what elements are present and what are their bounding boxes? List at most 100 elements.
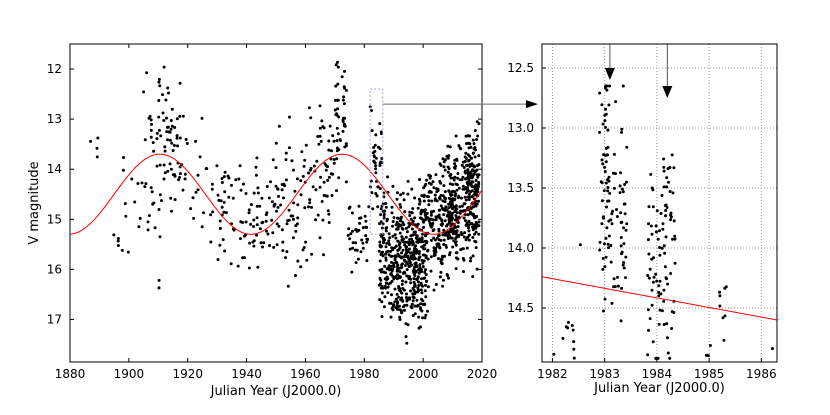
right-data-point: [606, 242, 610, 246]
left-data-point: [448, 219, 452, 223]
left-data-point: [421, 232, 424, 236]
left-data-point: [433, 253, 437, 257]
left-data-point: [388, 236, 392, 240]
left-data-point: [264, 213, 268, 217]
left-data-point: [421, 265, 425, 269]
left-data-point: [347, 227, 351, 231]
right-y-tick-label: 14.5: [507, 301, 534, 315]
left-data-point: [293, 189, 297, 193]
right-data-point: [651, 340, 655, 344]
left-data-point: [249, 203, 253, 207]
left-data-points: [89, 60, 481, 345]
right-data-point: [625, 222, 629, 226]
left-data-point: [303, 158, 307, 162]
left-data-point: [434, 249, 438, 253]
left-data-point: [442, 243, 446, 246]
left-data-point: [442, 184, 446, 188]
left-data-point: [256, 265, 260, 269]
left-data-point: [335, 189, 338, 193]
right-data-point: [619, 211, 623, 215]
left-data-point: [244, 192, 248, 195]
left-data-point: [451, 183, 455, 186]
left-data-point: [409, 217, 413, 221]
left-data-point: [446, 144, 450, 148]
left-data-point: [456, 172, 460, 175]
left-data-point: [265, 229, 268, 233]
left-data-point: [429, 213, 433, 217]
left-data-point: [136, 182, 140, 185]
right-data-points: [552, 84, 774, 360]
left-data-point: [218, 219, 222, 223]
left-data-point: [417, 280, 420, 284]
left-data-point: [157, 208, 161, 211]
left-data-point: [387, 268, 391, 272]
left-data-point: [408, 214, 412, 217]
left-data-point: [420, 291, 424, 295]
left-data-point: [260, 221, 264, 225]
right-data-point: [603, 165, 607, 169]
right-data-point: [646, 274, 650, 277]
left-data-point: [334, 63, 338, 67]
right-data-point: [621, 84, 625, 88]
left-data-point: [460, 163, 464, 167]
left-data-point: [403, 308, 406, 312]
left-data-point: [216, 258, 220, 262]
left-data-point: [380, 252, 384, 256]
left-data-point: [450, 223, 454, 227]
left-data-point: [409, 281, 413, 285]
right-data-point: [651, 188, 655, 192]
left-data-point: [307, 106, 311, 110]
left-data-point: [473, 170, 477, 174]
left-data-point: [410, 263, 413, 267]
left-data-point: [394, 244, 398, 248]
left-data-point: [309, 116, 313, 120]
left-data-point: [222, 175, 226, 179]
right-data-point: [708, 344, 712, 347]
left-data-point: [392, 277, 396, 281]
right-data-point: [620, 286, 624, 290]
left-data-point: [284, 178, 288, 182]
left-data-point: [157, 128, 161, 132]
left-data-point: [390, 279, 394, 283]
left-data-point: [440, 261, 444, 265]
left-data-point: [231, 196, 235, 200]
left-data-point: [426, 248, 430, 252]
left-data-point: [157, 77, 161, 81]
left-data-point: [239, 188, 243, 192]
left-data-point: [464, 213, 467, 217]
left-data-point: [150, 190, 154, 194]
left-data-point: [477, 154, 481, 158]
left-data-point: [398, 270, 402, 274]
left-data-point: [413, 304, 417, 308]
right-data-point: [650, 257, 654, 261]
left-data-point: [422, 247, 426, 251]
right-data-point: [605, 205, 608, 209]
left-data-point: [401, 191, 405, 195]
left-data-point: [370, 191, 374, 195]
left-data-point: [429, 238, 433, 242]
right-data-point: [668, 356, 672, 360]
left-data-point: [301, 248, 305, 252]
right-chart-panel: 1982 1983 1984 1985 1986 12.5 13.0 13.5 14.0 14.…: [507, 43, 778, 396]
left-data-point: [255, 204, 259, 208]
left-data-point: [458, 205, 462, 209]
left-data-point: [423, 289, 427, 293]
right-data-point: [603, 170, 607, 174]
left-data-point: [413, 251, 417, 254]
left-data-point: [406, 256, 410, 260]
left-data-point: [384, 229, 388, 233]
left-data-point: [209, 213, 213, 217]
left-data-point: [465, 246, 469, 250]
left-data-point: [398, 304, 401, 308]
left-data-point: [255, 223, 259, 227]
left-data-point: [408, 251, 412, 255]
left-data-point: [344, 180, 348, 184]
right-data-point: [665, 176, 669, 180]
left-data-point: [426, 309, 429, 313]
left-data-point: [282, 182, 286, 186]
left-data-point: [462, 166, 466, 169]
left-data-point: [398, 203, 402, 206]
right-data-point: [603, 119, 607, 123]
left-data-point: [387, 232, 391, 236]
left-data-point: [437, 229, 441, 233]
